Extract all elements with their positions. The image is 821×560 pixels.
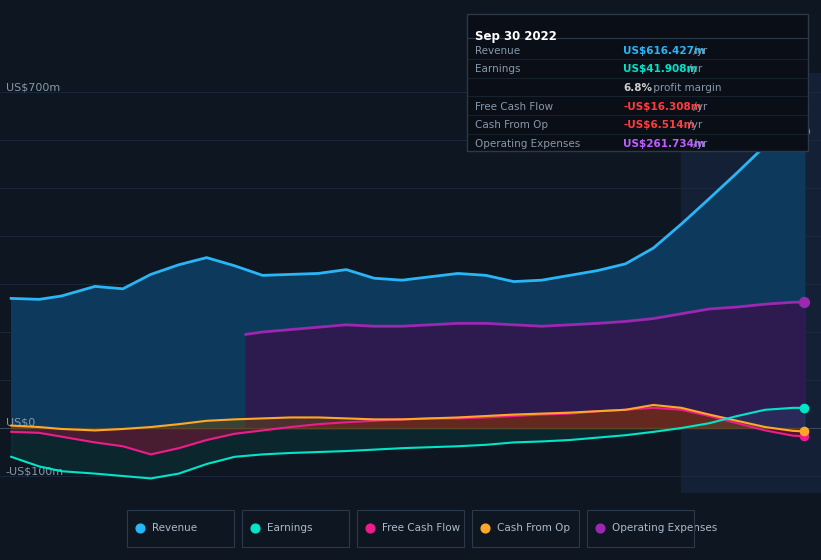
Text: US$41.908m: US$41.908m: [623, 64, 698, 74]
Text: Cash From Op: Cash From Op: [497, 523, 570, 533]
Text: -US$6.514m: -US$6.514m: [623, 120, 695, 130]
Text: Earnings: Earnings: [475, 64, 521, 74]
Text: US$700m: US$700m: [6, 82, 60, 92]
Text: Revenue: Revenue: [475, 45, 521, 55]
Text: /yr: /yr: [690, 45, 708, 55]
Text: 6.8%: 6.8%: [623, 83, 652, 93]
Point: [364, 524, 377, 533]
Point: [594, 524, 607, 533]
Text: Earnings: Earnings: [267, 523, 312, 533]
Text: /yr: /yr: [690, 101, 708, 111]
Text: US$261.734m: US$261.734m: [623, 139, 705, 149]
Text: Operating Expenses: Operating Expenses: [475, 139, 580, 149]
Point: [798, 427, 811, 436]
Text: Sep 30 2022: Sep 30 2022: [475, 30, 557, 43]
Text: -US$100m: -US$100m: [6, 466, 64, 476]
Point: [798, 127, 811, 136]
Text: -US$16.308m: -US$16.308m: [623, 101, 702, 111]
Text: Revenue: Revenue: [152, 523, 197, 533]
Bar: [681, 73, 821, 493]
Text: profit margin: profit margin: [650, 83, 722, 93]
Text: /yr: /yr: [685, 64, 702, 74]
Text: US$0: US$0: [6, 417, 34, 427]
Point: [798, 298, 811, 307]
Text: Free Cash Flow: Free Cash Flow: [475, 101, 553, 111]
Point: [249, 524, 262, 533]
Text: /yr: /yr: [690, 139, 708, 149]
Text: US$616.427m: US$616.427m: [623, 45, 705, 55]
Point: [798, 432, 811, 441]
Point: [479, 524, 492, 533]
Point: [798, 403, 811, 412]
Text: Cash From Op: Cash From Op: [475, 120, 548, 130]
Point: [134, 524, 147, 533]
Text: /yr: /yr: [685, 120, 702, 130]
Text: Free Cash Flow: Free Cash Flow: [382, 523, 460, 533]
Text: Operating Expenses: Operating Expenses: [612, 523, 717, 533]
